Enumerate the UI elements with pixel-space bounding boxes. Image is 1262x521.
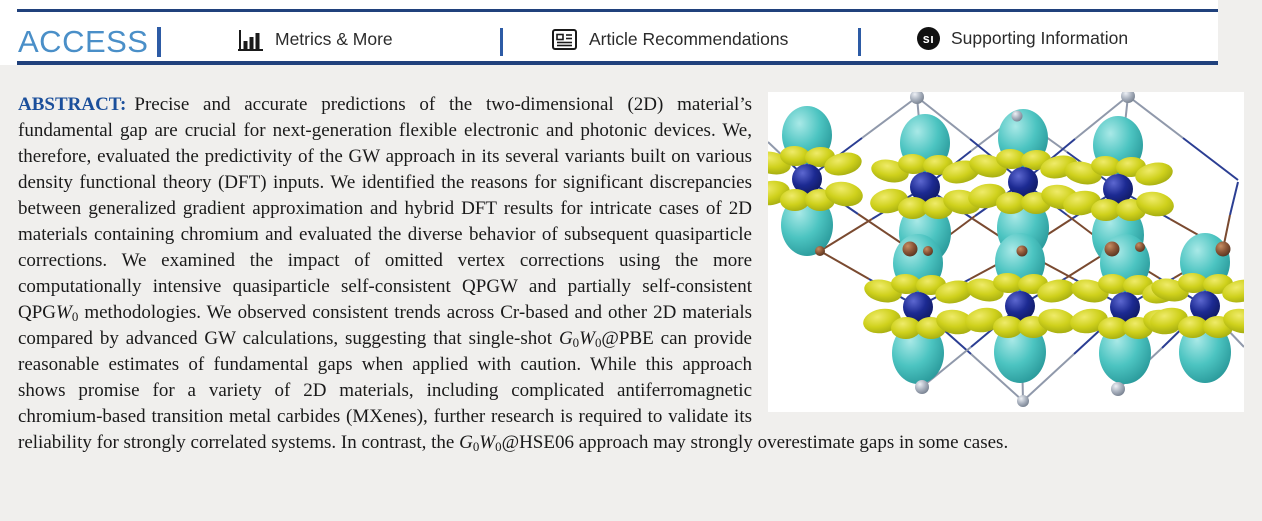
abstract-section: ABSTRACT: Precise and accurate prediction… bbox=[0, 65, 1262, 521]
crystal-structure-graphic bbox=[768, 92, 1244, 412]
header-divider bbox=[500, 28, 503, 56]
header-top-rule bbox=[17, 9, 1218, 12]
abstract-graphic[interactable] bbox=[768, 92, 1244, 412]
article-recommendations-label: Article Recommendations bbox=[589, 29, 789, 49]
header-bottom-rule bbox=[17, 61, 1218, 65]
access-metrics-bar: ACCESS Metrics & More bbox=[0, 0, 1218, 65]
metrics-and-more-link[interactable]: Metrics & More bbox=[237, 27, 393, 52]
bar-chart-icon bbox=[237, 27, 264, 52]
access-logo[interactable]: ACCESS bbox=[18, 24, 162, 59]
abstract-text: ABSTRACT: Precise and accurate prediction… bbox=[18, 94, 1009, 455]
header-divider bbox=[858, 28, 861, 56]
supporting-information-label: Supporting Information bbox=[951, 28, 1129, 48]
si-badge-icon: sı bbox=[917, 27, 940, 50]
article-icon bbox=[551, 27, 578, 52]
access-logo-label: ACCESS bbox=[18, 24, 149, 59]
article-recommendations-link[interactable]: Article Recommendations bbox=[551, 27, 788, 52]
access-logo-bar bbox=[157, 26, 162, 57]
metrics-and-more-label: Metrics & More bbox=[275, 29, 393, 49]
supporting-information-link[interactable]: sı Supporting Information bbox=[917, 27, 1128, 50]
